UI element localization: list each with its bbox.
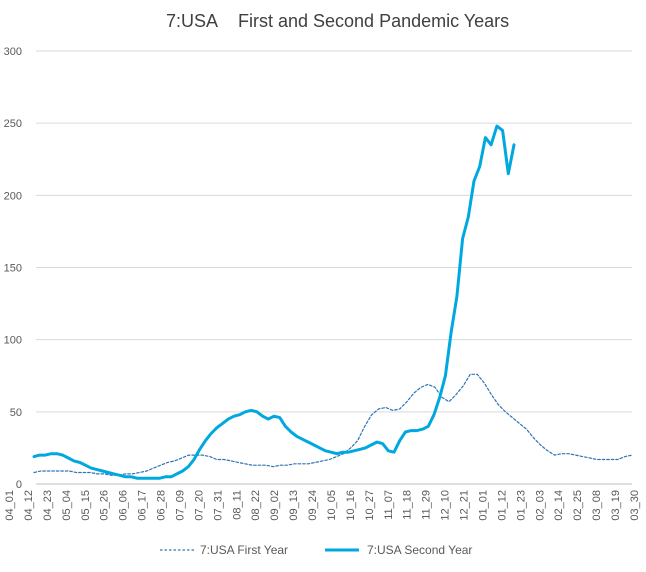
- x-tick-label: 08_22: [250, 490, 262, 521]
- x-tick-label: 07_20: [193, 490, 205, 521]
- x-tick-label: 03_30: [629, 490, 641, 521]
- x-tick-label: 08_11: [231, 490, 243, 520]
- x-tick-label: 09_13: [288, 490, 300, 521]
- x-tick-label: 07_31: [212, 490, 224, 521]
- x-tick-label: 06_06: [118, 490, 130, 521]
- x-tick-label: 10_16: [345, 490, 357, 521]
- x-tick-label: 05_04: [61, 490, 73, 521]
- y-tick-label: 250: [4, 118, 22, 130]
- x-tick-label: 07_09: [174, 490, 186, 521]
- legend-label-first-year: 7:USA First Year: [200, 543, 288, 557]
- series-line-first-year: [33, 373, 633, 476]
- x-tick-label: 04_12: [23, 490, 35, 521]
- x-tick-label: 05_15: [80, 490, 92, 521]
- y-axis-tick-labels: 0 50 100 150 200 250 300: [4, 46, 22, 491]
- x-tick-label: 05_26: [99, 490, 111, 521]
- x-tick-label: 10_05: [326, 490, 338, 521]
- x-tick-label: 11_07: [383, 490, 395, 520]
- x-tick-label: 02_25: [572, 490, 584, 521]
- x-tick-label: 11_29: [421, 490, 433, 520]
- chart-title-left: 7:USA: [166, 11, 218, 31]
- x-tick-label: 03_19: [610, 490, 622, 521]
- legend-label-second-year: 7:USA Second Year: [367, 543, 472, 557]
- y-tick-label: 0: [16, 479, 22, 491]
- y-tick-label: 100: [4, 335, 22, 347]
- chart-title-right: First and Second Pandemic Years: [238, 11, 509, 31]
- y-tick-label: 300: [4, 46, 22, 58]
- x-tick-label: 09_02: [269, 490, 281, 521]
- x-tick-label: 06_28: [156, 490, 168, 521]
- y-tick-label: 150: [4, 263, 22, 275]
- gridlines: [36, 50, 632, 485]
- x-tick-label: 11_18: [402, 490, 414, 520]
- x-tick-label: 03_08: [591, 490, 603, 521]
- x-tick-label: 06_17: [137, 490, 149, 521]
- x-tick-label: 12_21: [459, 490, 471, 521]
- x-tick-label: 10_27: [364, 490, 376, 521]
- x-tick-label: 01_01: [477, 490, 489, 521]
- x-tick-label: 01_23: [515, 490, 527, 521]
- y-tick-label: 200: [4, 190, 22, 202]
- x-axis-tick-labels: 04_01 04_12 04_23 05_04 05_15 05_26 06_06 06_17…: [4, 490, 641, 521]
- x-tick-label: 02_14: [553, 490, 565, 521]
- x-tick-label: 04_01: [4, 490, 16, 521]
- x-tick-label: 04_23: [42, 490, 54, 521]
- series-line-second-year: [32, 124, 516, 480]
- x-tick-label: 02_03: [534, 490, 546, 521]
- x-tick-label: 01_12: [496, 490, 508, 521]
- y-tick-label: 50: [10, 407, 22, 419]
- legend: 7:USA First Year 7:USA Second Year: [160, 543, 472, 557]
- x-tick-label: 12_10: [440, 490, 452, 521]
- x-tick-label: 09_24: [307, 490, 319, 521]
- series-lines: [32, 124, 633, 480]
